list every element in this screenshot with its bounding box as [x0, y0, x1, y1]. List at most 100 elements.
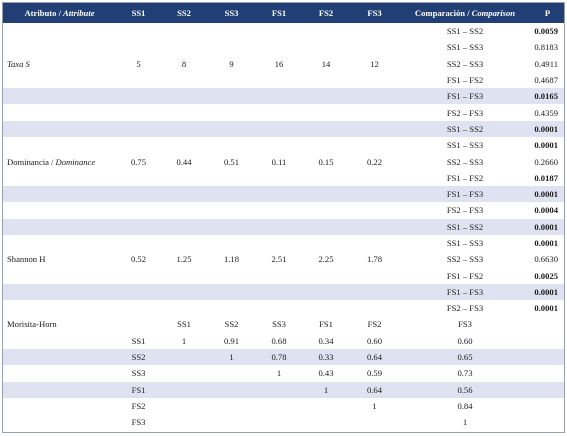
- comparison-pair: FS1 – FS3: [446, 286, 484, 297]
- value-cell: [350, 218, 399, 235]
- comparison-cell: SS2 – SS3: [399, 153, 531, 169]
- matrix-row-cell: SS2: [116, 348, 161, 366]
- matrix-cell: 1: [399, 414, 531, 430]
- comparison-pair: FS2 – FS3: [446, 205, 484, 216]
- p-header: P: [544, 8, 551, 18]
- attribute-label: Taxa S: [7, 58, 30, 69]
- value-cell: [207, 267, 256, 283]
- p-cell: 0.0025: [531, 267, 564, 283]
- empty-cell: [3, 414, 116, 430]
- attribute-cell: [3, 202, 116, 218]
- matrix-row-cell: FS2: [116, 398, 161, 414]
- matrix-value: 0.73: [457, 368, 473, 379]
- attribute-value: 0.52: [130, 254, 147, 265]
- empty-cell: [531, 414, 564, 430]
- matrix-value: 0.65: [457, 352, 473, 363]
- matrix-value: 0.78: [271, 352, 287, 363]
- value-cell: [207, 185, 256, 203]
- matrix-value: 1: [181, 335, 187, 346]
- value-cell: [302, 137, 350, 153]
- table-row: FS1 – FS3 0.0165: [3, 88, 564, 105]
- value-cell: [116, 185, 161, 203]
- matrix-cell: 0.91: [207, 333, 256, 349]
- value-cell: 8: [161, 56, 207, 72]
- results-table: Atributo / Attribute SS1 SS2 SS3 FS1 FS2 FS3 Com…: [3, 3, 564, 430]
- matrix-cell: 1: [350, 398, 399, 414]
- matrix-value: 1: [462, 417, 468, 428]
- comparison-pair: SS1 – SS2: [446, 26, 484, 37]
- matrix-cell: 0.68: [256, 333, 302, 349]
- value-cell: [161, 185, 207, 203]
- comparison-pair: SS2 – SS3: [446, 254, 484, 265]
- attribute-cell: Morisita-Horn: [3, 316, 116, 332]
- attribute-value: 12: [370, 58, 379, 69]
- attribute-cell: [3, 300, 116, 316]
- p-value: 0.0165: [534, 91, 558, 102]
- attribute-cell: [3, 39, 116, 55]
- matrix-cell: [207, 398, 256, 414]
- table-row: FS1 1 0.64 0.56: [3, 381, 564, 398]
- value-cell: [256, 104, 302, 120]
- value-cell: [161, 39, 207, 55]
- value-cell: [161, 137, 207, 153]
- attribute-value: 16: [274, 58, 284, 69]
- value-cell: [350, 170, 399, 186]
- p-cell: 0.4687: [531, 72, 564, 88]
- value-cell: [256, 170, 302, 186]
- p-value: 0.0001: [534, 303, 558, 314]
- matrix-value: 1: [323, 384, 329, 395]
- attribute-value: 0.11: [271, 156, 287, 167]
- matrix-column-label: FS3: [458, 319, 472, 330]
- matrix-cell: 1: [302, 381, 350, 398]
- value-cell: [207, 170, 256, 186]
- matrix-column-cell: SS2: [207, 316, 256, 332]
- table-row: FS3 1: [3, 414, 564, 430]
- value-cell: [256, 300, 302, 316]
- value-cell: [350, 267, 399, 283]
- matrix-value: 0.33: [318, 352, 334, 363]
- value-cell: 0.75: [116, 153, 161, 169]
- p-value: 0.0187: [534, 172, 558, 183]
- value-cell: [256, 267, 302, 283]
- header-row: Atributo / Attribute SS1 SS2 SS3 FS1 FS2 FS3 Com…: [3, 3, 564, 23]
- matrix-column-cell: FS3: [399, 316, 531, 332]
- matrix-cell: [256, 381, 302, 398]
- attribute-cell: [3, 137, 116, 153]
- value-cell: [350, 300, 399, 316]
- header-cell: SS2: [161, 3, 207, 23]
- table-row: Dominancia / Dominance 0.75 0.44 0.51 0.11 0.1…: [3, 153, 564, 169]
- value-cell: [256, 137, 302, 153]
- morisita-title: Morisita-Horn: [7, 319, 57, 330]
- matrix-row-label: FS3: [131, 417, 146, 428]
- value-cell: [256, 202, 302, 218]
- attribute-cell: Dominancia / Dominance: [3, 153, 116, 169]
- comparison-pair: FS2 – FS3: [446, 107, 484, 118]
- matrix-value: 0.34: [318, 335, 334, 346]
- comparison-cell: SS2 – SS3: [399, 56, 531, 72]
- value-cell: [256, 23, 302, 39]
- matrix-value: 0.84: [457, 400, 473, 411]
- comparison-pair: FS1 – FS2: [446, 270, 484, 281]
- table-header: Atributo / Attribute SS1 SS2 SS3 FS1 FS2 FS3 Com…: [3, 3, 564, 23]
- comparison-pair: SS2 – SS3: [446, 156, 484, 167]
- comparison-cell: FS1 – FS2: [399, 170, 531, 186]
- matrix-column-label: SS1: [177, 319, 191, 330]
- matrix-row-label: FS2: [131, 400, 146, 411]
- matrix-cell: [256, 414, 302, 430]
- value-cell: [161, 283, 207, 301]
- value-cell: [350, 39, 399, 55]
- comparison-cell: FS1 – FS2: [399, 72, 531, 88]
- matrix-row-label: FS1: [131, 384, 146, 395]
- table-row: Taxa S 5 8 9 16 14 12 SS2 – SS3 0.4911: [3, 56, 564, 72]
- value-cell: [302, 88, 350, 105]
- value-cell: [350, 88, 399, 105]
- comparison-cell: SS1 – SS3: [399, 235, 531, 251]
- matrix-cell: [161, 348, 207, 366]
- matrix-cell: 0.64: [350, 348, 399, 366]
- matrix-column-cell: SS1: [161, 316, 207, 332]
- table-row: FS1 – FS3 0.0001: [3, 185, 564, 203]
- p-value: 0.4359: [534, 107, 558, 118]
- matrix-cell: 0.65: [399, 348, 531, 366]
- matrix-value: 0.59: [366, 368, 383, 379]
- attribute-value: 0.44: [176, 156, 192, 167]
